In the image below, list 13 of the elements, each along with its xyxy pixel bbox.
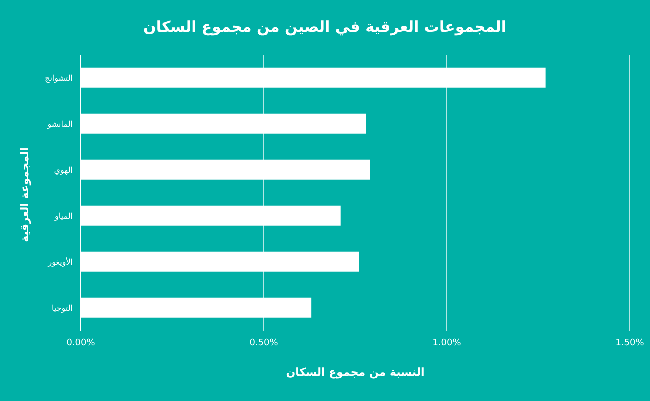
y-tick-label: التشوانج [45, 74, 73, 83]
y-tick-label: التوجيا [52, 304, 73, 313]
x-axis-title: النسبة من مجموع السكان [285, 366, 426, 379]
y-tick-label: الأويغور [47, 256, 73, 267]
x-tick-label: 1.50% [616, 338, 645, 348]
chart-title: المجموعات العرقية في الصين من مجموع السكان [142, 18, 508, 36]
y-tick-label: المانشو [46, 120, 73, 129]
y-tick-label: المياو [54, 212, 73, 221]
x-tick-label: 1.00% [432, 338, 462, 348]
y-tick-label: الهوي [54, 166, 73, 175]
x-tick-label: 0.00% [66, 338, 96, 348]
y-axis-title: المجموعة العرقية [18, 148, 32, 242]
x-tick-label: 0.50% [250, 338, 279, 348]
